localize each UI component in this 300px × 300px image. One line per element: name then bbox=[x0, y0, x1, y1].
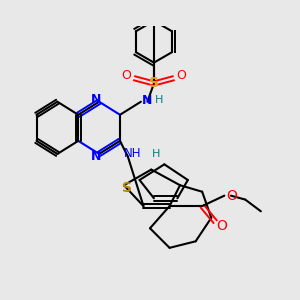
Text: NH: NH bbox=[124, 147, 142, 161]
Text: N: N bbox=[142, 94, 153, 107]
Text: N: N bbox=[91, 150, 102, 163]
Text: O: O bbox=[216, 219, 227, 233]
Text: H: H bbox=[155, 95, 163, 105]
Text: S: S bbox=[149, 76, 159, 91]
Text: O: O bbox=[176, 69, 186, 82]
Text: S: S bbox=[122, 181, 131, 195]
Text: H: H bbox=[152, 149, 161, 159]
Text: N: N bbox=[91, 93, 102, 106]
Text: O: O bbox=[122, 69, 131, 82]
Text: O: O bbox=[227, 189, 238, 203]
